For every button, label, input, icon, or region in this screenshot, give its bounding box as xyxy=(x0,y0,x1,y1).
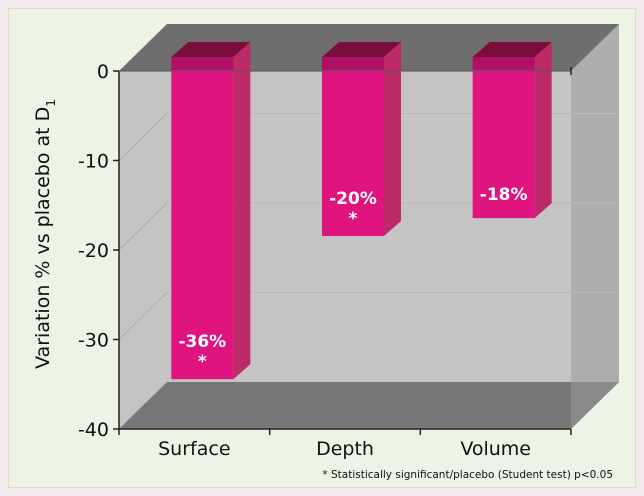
bar xyxy=(472,57,535,219)
bar-side xyxy=(233,42,251,380)
bar-rim xyxy=(322,57,384,70)
x-tick-label: Volume xyxy=(460,438,531,460)
bar xyxy=(322,57,384,236)
y-tick-label: 0 xyxy=(97,61,109,83)
bar-chart: -36%*-20%*-18% Surface Depth Volume0-10-20… xyxy=(32,24,619,481)
y-axis-label: Variation % vs placebo at D1 xyxy=(32,99,58,369)
footnote: * Statistically significant/placebo (Stu… xyxy=(322,469,613,481)
y-tick-label: -30 xyxy=(78,330,109,352)
y-tick-label: -40 xyxy=(78,419,109,441)
bar-top xyxy=(322,42,401,57)
bar-data-label: -36% xyxy=(178,332,226,352)
significance-marker: * xyxy=(349,209,358,229)
bar-data-label: -18% xyxy=(480,185,528,205)
y-tick-label: -10 xyxy=(78,151,109,173)
gridline-diagonal xyxy=(118,202,168,251)
floor-plane xyxy=(119,382,619,429)
bar-side xyxy=(384,42,401,236)
bar-data-label: -20% xyxy=(329,189,377,209)
x-tick-label: Depth xyxy=(316,438,374,460)
significance-marker: * xyxy=(198,352,207,372)
bar-rim xyxy=(171,57,234,70)
gridline-diagonal xyxy=(118,113,168,161)
y-tick-label: -20 xyxy=(78,240,109,262)
bar-side xyxy=(534,42,552,219)
x-tick-label: Surface xyxy=(158,438,230,460)
bar-rim xyxy=(472,57,535,70)
bar xyxy=(171,57,234,380)
gridline-diagonal xyxy=(118,292,168,340)
axes: Surface Depth Volume 0 -10 -20 -30 -40 xyxy=(78,61,572,460)
bar-top xyxy=(171,42,251,57)
chart-panel: -36% * -20% * -18% Surface Depth Volume 0 -10 -20… xyxy=(8,8,636,488)
bars: -36%*-20%*-18% xyxy=(171,42,552,380)
side-wall xyxy=(571,24,619,429)
bar-top xyxy=(472,42,552,57)
